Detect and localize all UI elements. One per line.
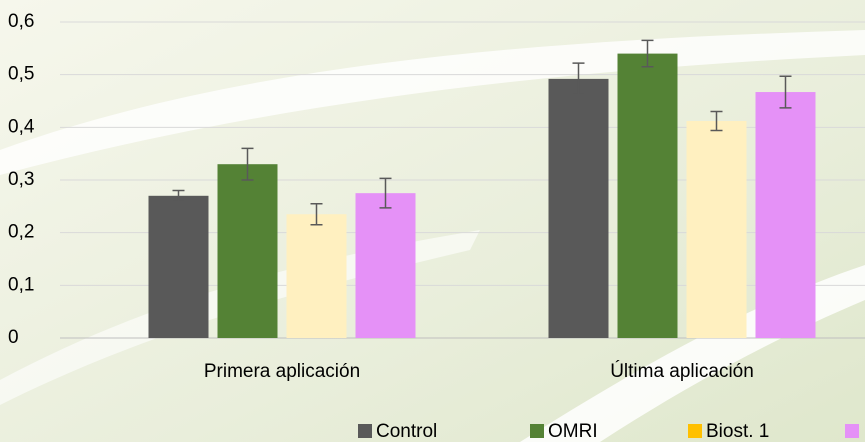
error-bar [379, 177, 392, 209]
error-bar [572, 62, 585, 96]
bar [355, 193, 416, 338]
legend-swatch [845, 424, 859, 438]
error-bar [641, 39, 654, 68]
legend-swatch [688, 424, 702, 438]
y-tick-label: 0,1 [8, 274, 34, 295]
error-bar [779, 75, 792, 109]
bar [148, 195, 209, 338]
legend-swatch [358, 424, 372, 438]
bar [617, 53, 678, 338]
x-tick-label: Primera aplicación [204, 361, 360, 382]
y-tick-label: 0,6 [8, 11, 34, 32]
y-tick-label: 0 [8, 327, 19, 348]
x-tick-label: Última aplicación [610, 360, 754, 382]
bar [217, 164, 278, 338]
error-bar [241, 147, 254, 181]
y-tick-label: 0,5 [8, 64, 34, 85]
y-tick-label: 0,4 [8, 116, 35, 137]
bar [686, 121, 747, 338]
legend-label: OMRI [548, 421, 598, 442]
error-bar [310, 202, 323, 226]
legend-label: Control [376, 421, 437, 442]
bar [548, 78, 609, 338]
bar [755, 92, 816, 339]
legend-label: Biost. 1 [706, 421, 769, 442]
bar [286, 214, 347, 338]
y-tick-label: 0,3 [8, 169, 34, 190]
error-bar [172, 189, 185, 202]
error-bar [710, 110, 723, 132]
legend-swatch [530, 424, 544, 438]
y-tick-label: 0,2 [8, 222, 34, 243]
